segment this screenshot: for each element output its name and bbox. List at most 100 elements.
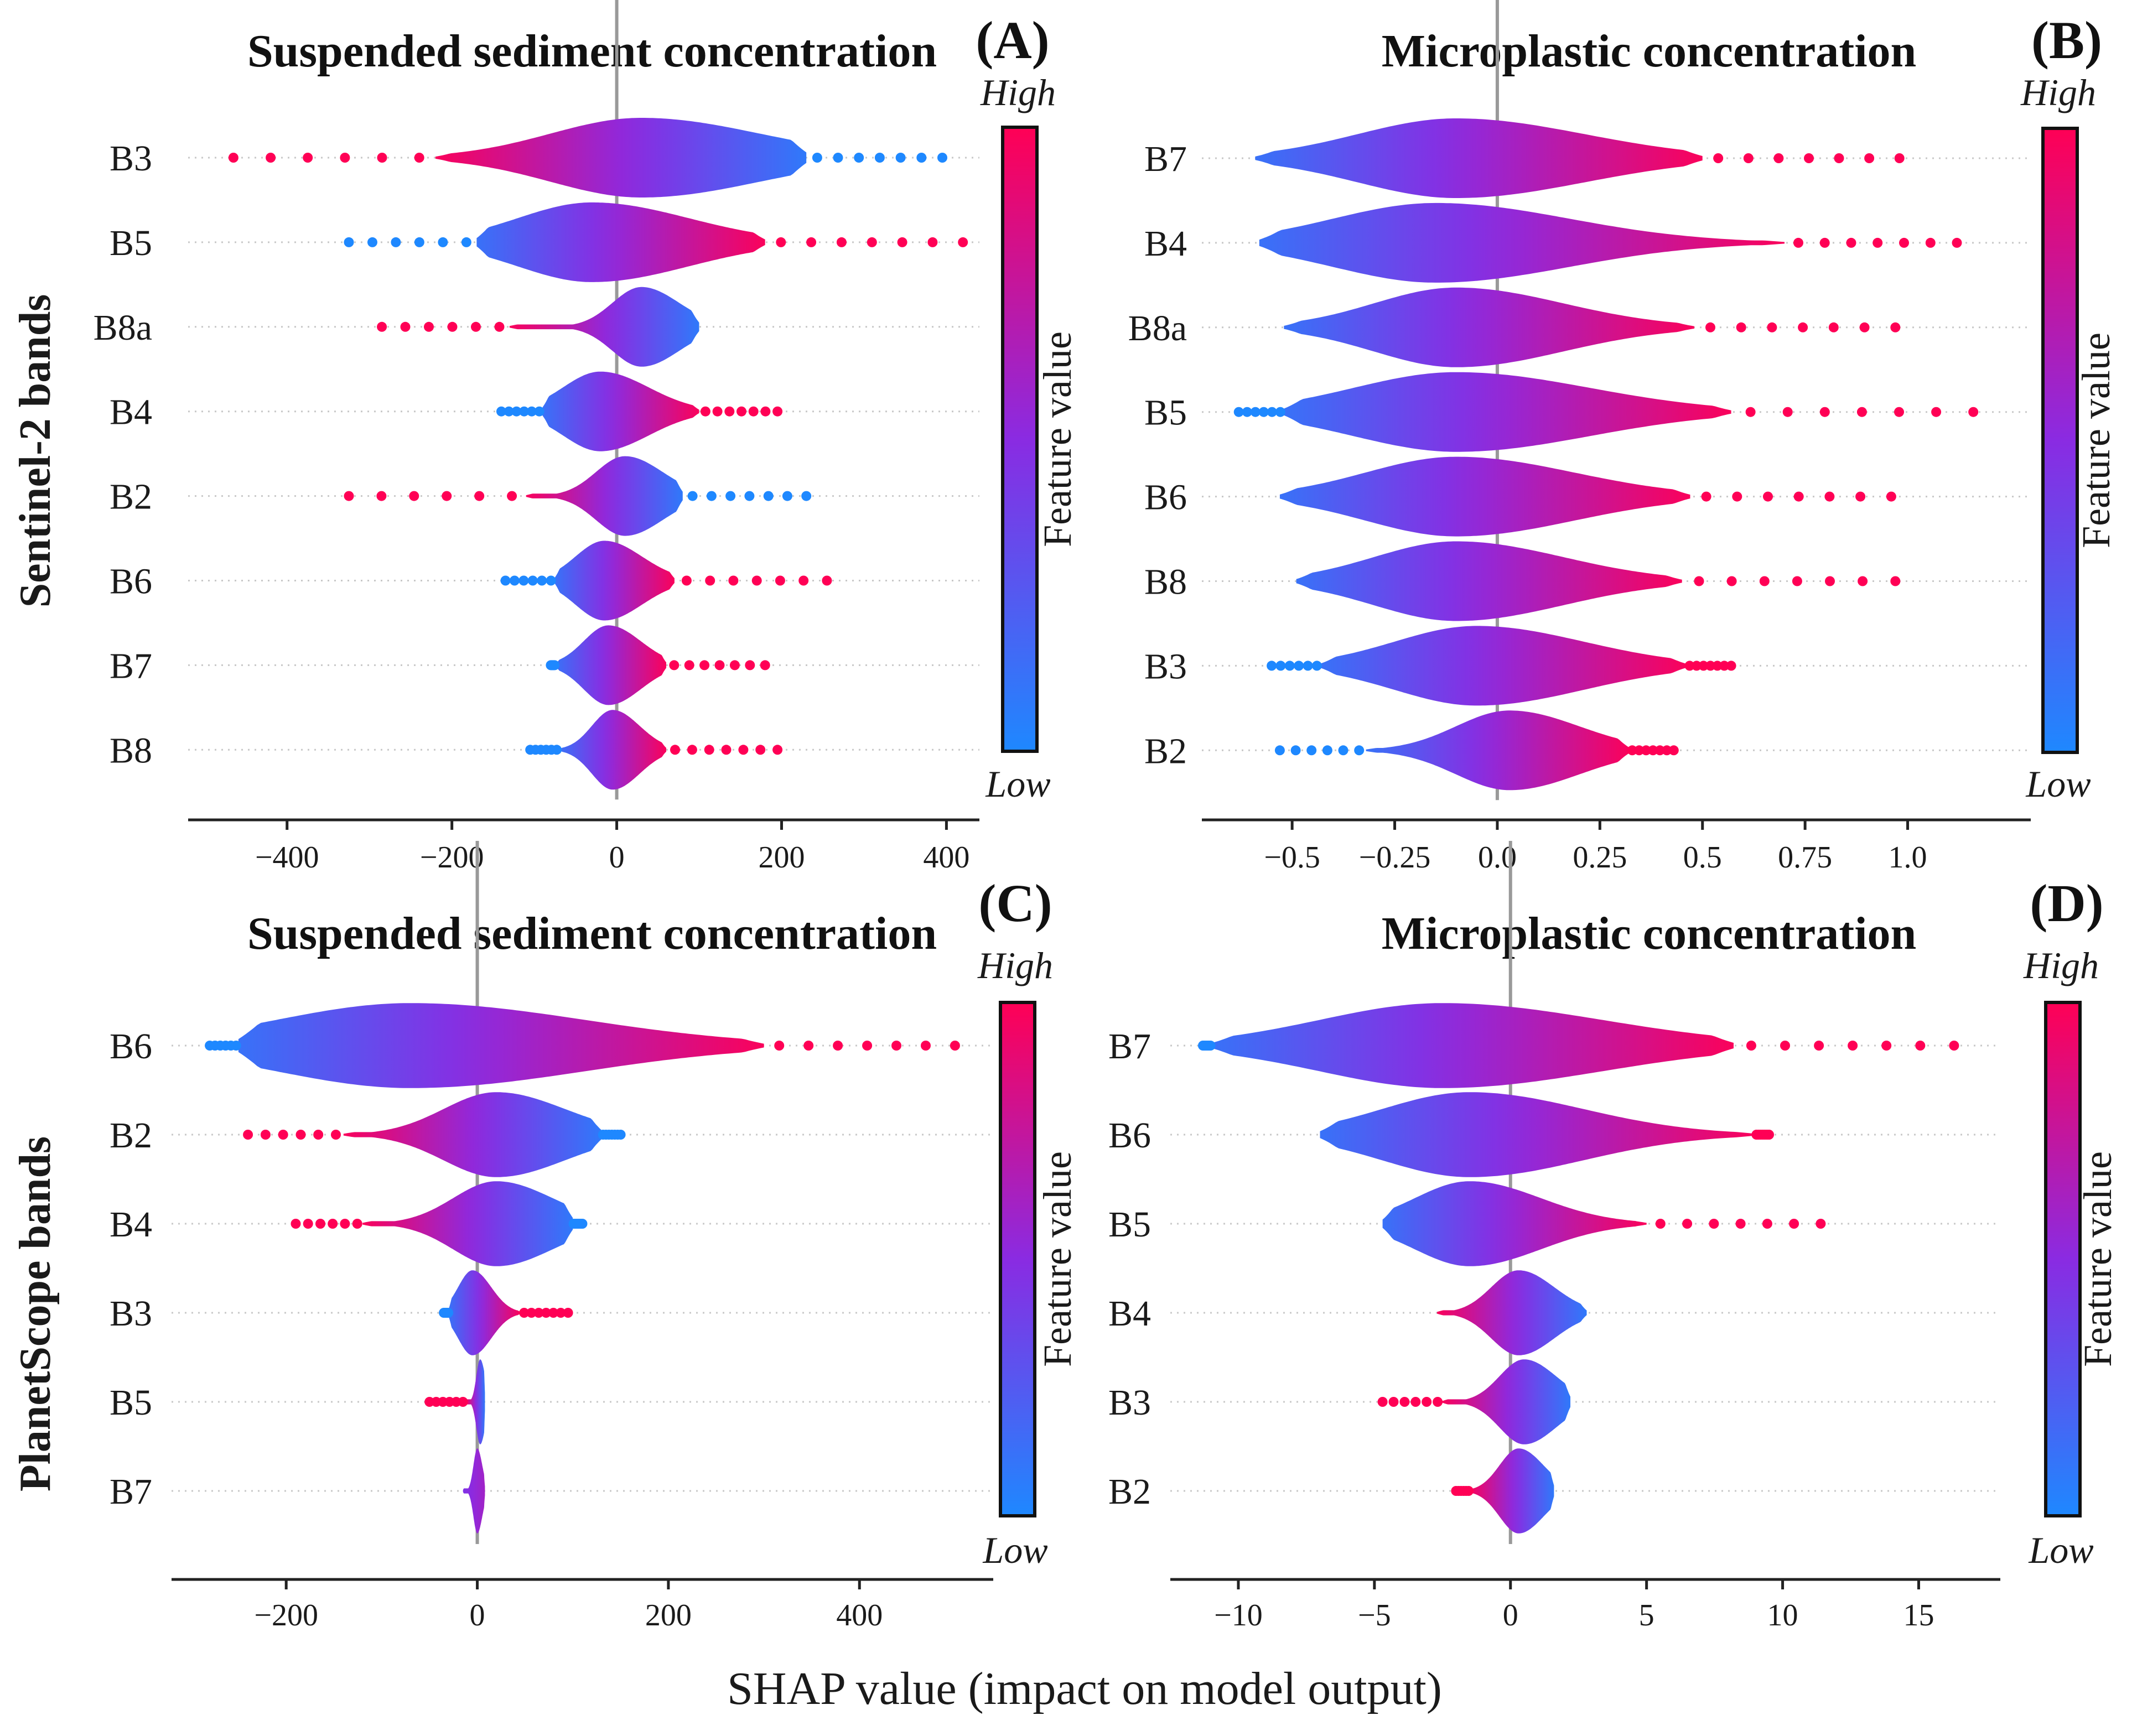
- x-tick-label: −200: [420, 840, 484, 875]
- outlier-point: [748, 406, 759, 417]
- violin-b5: [465, 1359, 485, 1444]
- outlier-point: [1684, 661, 1695, 671]
- outlier-point: [1399, 1397, 1410, 1407]
- violin-b6: [238, 1003, 764, 1088]
- violin-b6: [1320, 1092, 1756, 1177]
- violin-b3: [1321, 626, 1687, 706]
- outlier-point: [1377, 1397, 1388, 1407]
- feature-label-b4: B4: [1108, 1293, 1151, 1334]
- outlier-point: [1726, 576, 1737, 586]
- violin-b2: [343, 1092, 601, 1177]
- outlier-point: [303, 153, 313, 163]
- outlier-point: [1205, 1041, 1216, 1051]
- outlier-point: [303, 1219, 313, 1229]
- outlier-point: [474, 491, 485, 501]
- violin-b8: [559, 710, 666, 790]
- panel-a-colorbar-title: Feature value: [1035, 331, 1080, 547]
- outlier-point: [1763, 491, 1773, 502]
- outlier-point: [1819, 407, 1830, 417]
- panel-c: Suspended sediment concentration (C) B6 B…: [110, 841, 1080, 1633]
- outlier-point: [1894, 153, 1905, 163]
- outlier-point: [836, 237, 847, 247]
- outlier-point: [744, 491, 755, 501]
- feature-label-b5: B5: [1108, 1204, 1151, 1245]
- panel-b-title: Microplastic concentration: [1382, 25, 1917, 77]
- outlier-point: [1773, 153, 1784, 163]
- violin-b8: [1296, 541, 1682, 621]
- outlier-point: [874, 153, 885, 163]
- outlier-point: [1767, 322, 1777, 332]
- feature-label-b3: B3: [1144, 646, 1187, 687]
- outlier-point: [1746, 1041, 1756, 1051]
- outlier-point: [344, 491, 354, 501]
- outlier-point: [494, 321, 505, 332]
- outlier-point: [1275, 407, 1285, 417]
- outlier-point: [1433, 1397, 1443, 1407]
- outlier-point: [533, 1308, 544, 1318]
- x-tick-label: 400: [923, 840, 969, 875]
- outlier-point: [687, 745, 697, 755]
- violin-b7: [1211, 1003, 1734, 1088]
- outlier-point: [1792, 576, 1802, 586]
- outlier-point: [424, 321, 434, 332]
- x-tick-label: 0: [470, 1598, 485, 1633]
- outlier-point: [500, 575, 511, 586]
- outlier-point: [798, 575, 809, 586]
- panel-c-colorbar-low: Low: [982, 1529, 1047, 1571]
- feature-label-b4: B4: [110, 392, 152, 433]
- outlier-point: [231, 1041, 241, 1051]
- panel-d-colorbar-high: High: [2023, 944, 2099, 986]
- outlier-point: [1828, 322, 1839, 332]
- violin-b7: [463, 1448, 485, 1534]
- outlier-point: [458, 1397, 468, 1407]
- outlier-point: [1410, 1397, 1421, 1407]
- outlier-point: [1816, 1219, 1826, 1229]
- outlier-point: [775, 575, 785, 586]
- outlier-point: [438, 237, 448, 247]
- violin-b7: [554, 625, 666, 705]
- outlier-point: [1881, 1041, 1892, 1051]
- outlier-point: [736, 406, 746, 417]
- outlier-point: [519, 406, 530, 417]
- outlier-point: [328, 1219, 338, 1229]
- outlier-point: [344, 237, 354, 247]
- feature-label-b6: B6: [110, 562, 152, 602]
- panel-d-title: Microplastic concentration: [1382, 908, 1917, 959]
- outlier-point: [1743, 153, 1754, 163]
- outlier-point: [1267, 407, 1277, 417]
- feature-label-b5: B5: [110, 1382, 152, 1423]
- outlier-point: [577, 1219, 588, 1229]
- panel-b-colorbar: [2041, 127, 2079, 754]
- outlier-point: [340, 153, 350, 163]
- outlier-point: [1864, 153, 1875, 163]
- x-tick-label: 200: [759, 840, 805, 875]
- outlier-point: [1968, 407, 1979, 417]
- outlier-point: [1284, 661, 1295, 671]
- panel-c-title: Suspended sediment concentration: [247, 908, 937, 959]
- outlier-point: [331, 1130, 341, 1140]
- violin-b2: [526, 456, 683, 536]
- outlier-point: [1354, 745, 1365, 756]
- outlier-point: [1303, 661, 1313, 671]
- feature-label-b7: B7: [1108, 1026, 1151, 1067]
- outlier-point: [772, 745, 783, 755]
- outlier-point: [313, 1130, 324, 1140]
- outlier-point: [684, 660, 694, 671]
- outlier-point: [1745, 407, 1756, 417]
- x-tick-label: 400: [836, 1598, 883, 1633]
- x-tick-label: −400: [255, 840, 319, 875]
- panel-b-colorbar-low: Low: [2025, 763, 2091, 805]
- outlier-point: [1705, 661, 1716, 671]
- outlier-point: [1668, 745, 1679, 756]
- outlier-point: [776, 237, 786, 247]
- feature-label-b2: B2: [110, 1115, 152, 1156]
- outlier-point: [1825, 576, 1835, 586]
- feature-label-b2: B2: [1108, 1472, 1151, 1512]
- outlier-point: [352, 1219, 362, 1229]
- violin-b7: [1255, 118, 1703, 198]
- outlier-point: [1856, 407, 1867, 417]
- panel-b-colorbar-title: Feature value: [2074, 332, 2118, 548]
- outlier-point: [1233, 407, 1244, 417]
- outlier-point: [1294, 661, 1304, 671]
- panel-b-letter: (B): [2031, 11, 2102, 70]
